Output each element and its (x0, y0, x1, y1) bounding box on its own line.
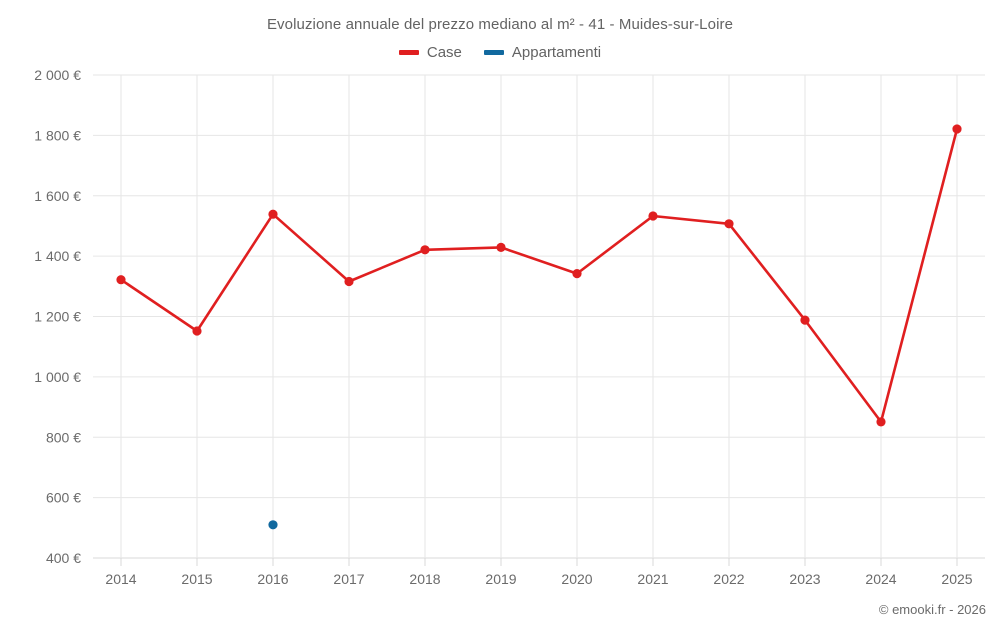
data-point[interactable] (420, 245, 430, 255)
copyright-footer: © emooki.fr - 2026 (878, 602, 986, 617)
x-tick-label: 2018 (409, 571, 440, 587)
data-point[interactable] (876, 417, 886, 427)
legend-swatch-case (398, 50, 419, 55)
data-point[interactable] (116, 275, 126, 285)
x-tick-label: 2023 (789, 571, 820, 587)
x-tick-label: 2017 (333, 571, 364, 587)
data-point[interactable] (268, 209, 278, 219)
x-tick-label: 2025 (941, 571, 972, 587)
chart-title: Evoluzione annuale del prezzo mediano al… (266, 16, 734, 33)
y-tick-label: 1 800 € (34, 127, 81, 143)
data-point[interactable] (496, 242, 506, 252)
y-tick-label: 800 € (46, 429, 81, 445)
data-point[interactable] (724, 219, 734, 229)
legend-item-appartamenti[interactable]: Appartamenti (483, 44, 602, 61)
x-tick-label: 2016 (257, 571, 288, 587)
x-tick-label: 2019 (485, 571, 516, 587)
data-point[interactable] (572, 269, 582, 279)
x-axis-labels: 2014 2015 2016 2017 2018 2019 2020 2021 2022 2023… (105, 571, 972, 587)
series-line-case (119, 127, 959, 424)
y-tick-label: 600 € (46, 490, 81, 506)
x-tick-label: 2024 (865, 571, 896, 587)
data-point[interactable] (800, 315, 810, 325)
series-points (116, 124, 962, 530)
data-point[interactable] (648, 211, 658, 221)
x-tick-label: 2022 (713, 571, 744, 587)
x-tick-label: 2021 (637, 571, 668, 587)
x-tick-label: 2020 (561, 571, 592, 587)
chart-legend: Case Appartamenti (0, 44, 1000, 61)
y-axis-labels: 400 € 600 € 800 € 1 000 € 1 200 € 1 400 € 1 60… (34, 67, 81, 566)
y-tick-label: 1 000 € (34, 369, 81, 385)
gridlines (93, 74, 985, 559)
y-tick-label: 2 000 € (34, 67, 81, 83)
y-tick-label: 1 400 € (34, 248, 81, 264)
y-tick-label: 1 200 € (34, 309, 81, 325)
legend-item-case[interactable]: Case (398, 44, 462, 61)
y-tick-label: 1 600 € (34, 188, 81, 204)
series-lines (119, 127, 959, 424)
data-point[interactable] (344, 276, 354, 287)
data-point[interactable] (952, 124, 962, 134)
x-tick-label: 2015 (181, 571, 212, 587)
y-tick-label: 400 € (46, 550, 81, 566)
data-point[interactable] (192, 326, 202, 336)
legend-swatch-appartamenti (483, 50, 504, 55)
x-tick-marks (120, 558, 958, 566)
legend-label-appartamenti: Appartamenti (511, 44, 602, 61)
data-point[interactable] (268, 520, 278, 530)
x-tick-label: 2014 (105, 571, 136, 587)
legend-label-case: Case (426, 44, 462, 61)
